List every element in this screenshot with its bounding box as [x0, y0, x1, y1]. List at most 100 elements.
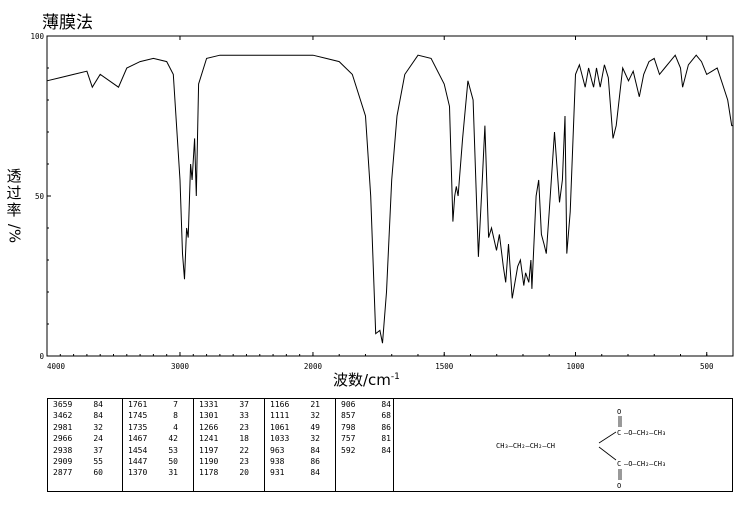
peak-wavenumber: 1166	[270, 400, 290, 409]
peak-wavenumber: 2966	[53, 434, 73, 444]
peak-wavenumber: 1190	[199, 456, 219, 466]
peak-transmittance: 81	[381, 434, 391, 444]
peak-column: 906 84 857 68 798 86 757 81 592 84	[336, 399, 394, 491]
peak-transmittance: 42	[168, 434, 178, 444]
peak-transmittance: 84	[310, 445, 320, 455]
peak-row: 2981 32	[48, 422, 122, 433]
peak-row: 906 84	[336, 399, 393, 410]
ir-spectrum-chart: 4000 3000 2000 1500 1000 500 0 50 100	[30, 32, 734, 371]
peak-transmittance: 32	[93, 422, 103, 432]
peak-row: 1241 18	[194, 433, 264, 444]
peak-transmittance: 84	[381, 400, 391, 409]
peak-wavenumber: 2981	[53, 422, 73, 432]
peak-column: 3659 84 3462 84 2981 32 2966 24 2938 37 2909 55 2877…	[48, 399, 123, 491]
peak-transmittance: 31	[168, 468, 178, 478]
peak-row: 1190 23	[194, 456, 264, 467]
peak-wavenumber: 798	[341, 422, 356, 432]
peak-row: 2877 60	[48, 467, 122, 478]
peak-transmittance: 21	[310, 400, 320, 409]
peak-row: 963 84	[265, 445, 335, 456]
peak-wavenumber: 963	[270, 445, 285, 455]
peak-row: 1467 42	[123, 433, 193, 444]
peak-row: 938 86	[265, 456, 335, 467]
y-tick-label: 100	[30, 32, 44, 41]
peak-transmittance: 4	[173, 422, 178, 432]
peak-row: 1745 8	[123, 410, 193, 421]
upper-carbon: C	[617, 429, 621, 437]
peak-transmittance: 84	[93, 411, 103, 421]
peak-row: 1735 4	[123, 422, 193, 433]
lower-o-double: O	[617, 482, 621, 490]
peak-row: 1061 49	[265, 422, 335, 433]
peak-transmittance: 32	[310, 434, 320, 444]
peak-wavenumber: 1111	[270, 411, 290, 421]
peak-wavenumber: 1301	[199, 411, 219, 421]
peak-wavenumber: 906	[341, 400, 356, 409]
x-axis-label-text: 波数/cm	[333, 371, 391, 389]
peak-column: 1761 7 1745 8 1735 4 1467 42 1454 53 1447 50 1370 31	[123, 399, 194, 491]
peak-row: 931 84	[265, 467, 335, 478]
peak-transmittance: 49	[310, 422, 320, 432]
peak-wavenumber: 1745	[128, 411, 148, 421]
peak-wavenumber: 938	[270, 456, 285, 466]
y-tick-label: 0	[39, 352, 44, 361]
peak-wavenumber: 1331	[199, 400, 219, 409]
peak-transmittance: 53	[168, 445, 178, 455]
peak-transmittance: 84	[93, 400, 103, 409]
y-axis-label-char: 透	[6, 167, 22, 185]
peak-transmittance: 20	[239, 468, 249, 478]
peak-row: 1178 20	[194, 467, 264, 478]
peak-transmittance: 37	[239, 400, 249, 409]
axis-ticks	[46, 35, 708, 357]
upper-o-double: O	[617, 408, 621, 416]
peak-wavenumber: 1447	[128, 456, 148, 466]
peak-wavenumber: 1735	[128, 422, 148, 432]
y-axis-label-char: 率	[6, 201, 22, 219]
peak-wavenumber: 1454	[128, 445, 148, 455]
peak-transmittance: 8	[173, 411, 178, 421]
peak-wavenumber: 1178	[199, 468, 219, 478]
peak-row: 1266 23	[194, 422, 264, 433]
peak-row: 798 86	[336, 422, 393, 433]
peak-transmittance: 23	[239, 422, 249, 432]
peak-row: 592 84	[336, 445, 393, 456]
peak-row: 757 81	[336, 433, 393, 444]
peak-wavenumber: 757	[341, 434, 356, 444]
peak-wavenumber: 1033	[270, 434, 290, 444]
peak-wavenumber: 592	[341, 445, 356, 455]
y-axis-label: 透 过 率 /%	[4, 167, 24, 244]
bond-lower	[598, 446, 617, 461]
y-axis-label-char: 过	[6, 184, 22, 202]
structure-chain: CH₃—CH₂—CH₂—CH	[496, 442, 555, 450]
peak-column: 1331 37 1301 33 1266 23 1241 18 1197 22 1190 23 1178…	[194, 399, 265, 491]
structure-diagram: CH₃—CH₂—CH₂—CH O C —O—CH₂—CH₃ C —O—CH₂—C…	[496, 408, 666, 490]
peak-row: 1454 53	[123, 445, 193, 456]
lower-ester: —O—CH₂—CH₃	[624, 460, 666, 468]
peak-transmittance: 22	[239, 445, 249, 455]
peak-transmittance: 86	[381, 422, 391, 432]
x-tick-label: 1000	[566, 362, 585, 371]
peak-row: 1197 22	[194, 445, 264, 456]
peak-transmittance: 33	[239, 411, 249, 421]
x-axis-label: 波数/cm-1	[333, 369, 400, 390]
peak-row: 1331 37	[194, 399, 264, 410]
x-tick-label: 500	[700, 362, 714, 371]
page-title: 薄膜法	[42, 13, 93, 33]
peak-transmittance: 50	[168, 456, 178, 466]
peak-wavenumber: 1467	[128, 434, 148, 444]
peak-wavenumber: 1266	[199, 422, 219, 432]
peak-row: 2938 37	[48, 445, 122, 456]
peak-table: 3659 84 3462 84 2981 32 2966 24 2938 37 2909 55 2877…	[47, 398, 733, 492]
peak-row: 1111 32	[265, 410, 335, 421]
peak-row: 857 68	[336, 410, 393, 421]
peak-wavenumber: 1061	[270, 422, 290, 432]
lower-carbon: C	[617, 460, 621, 468]
peak-row: 2909 55	[48, 456, 122, 467]
peak-transmittance: 84	[310, 468, 320, 478]
peak-transmittance: 18	[239, 434, 249, 444]
x-axis-label-exponent: -1	[390, 372, 400, 382]
axis-tick-labels: 4000 3000 2000 1500 1000 500 0 50 100	[30, 32, 714, 371]
peak-wavenumber: 2909	[53, 456, 73, 466]
peak-wavenumber: 3659	[53, 400, 73, 409]
plot-frame	[46, 35, 734, 357]
